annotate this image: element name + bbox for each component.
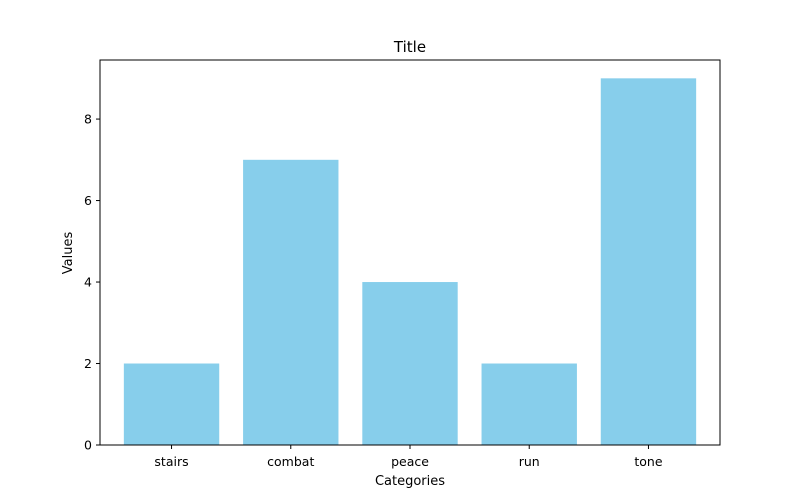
y-tick-label: 0	[84, 438, 92, 453]
x-tick-label: tone	[634, 454, 662, 469]
x-axis-label: Categories	[375, 474, 445, 489]
y-axis-label: Values	[61, 232, 76, 275]
y-tick-label: 8	[84, 112, 92, 127]
bar-combat	[243, 159, 339, 445]
x-tick-label: peace	[391, 454, 429, 469]
bar-peace	[362, 282, 458, 445]
x-tick-label: combat	[267, 454, 314, 469]
x-axis: stairs combat peace run tone	[154, 445, 663, 469]
y-axis: 0 2 4 6 8	[84, 112, 100, 453]
y-tick-label: 2	[84, 356, 92, 371]
chart-title: Title	[393, 38, 426, 56]
bar-stairs	[123, 363, 220, 445]
bar-tone	[600, 78, 697, 445]
bars-layer	[123, 78, 697, 445]
plot-frame	[99, 59, 721, 446]
y-tick-label: 4	[84, 275, 92, 290]
bar-run	[481, 363, 577, 445]
x-tick-label: stairs	[154, 454, 188, 469]
y-tick-label: 6	[84, 193, 92, 208]
x-tick-label: run	[519, 454, 540, 469]
